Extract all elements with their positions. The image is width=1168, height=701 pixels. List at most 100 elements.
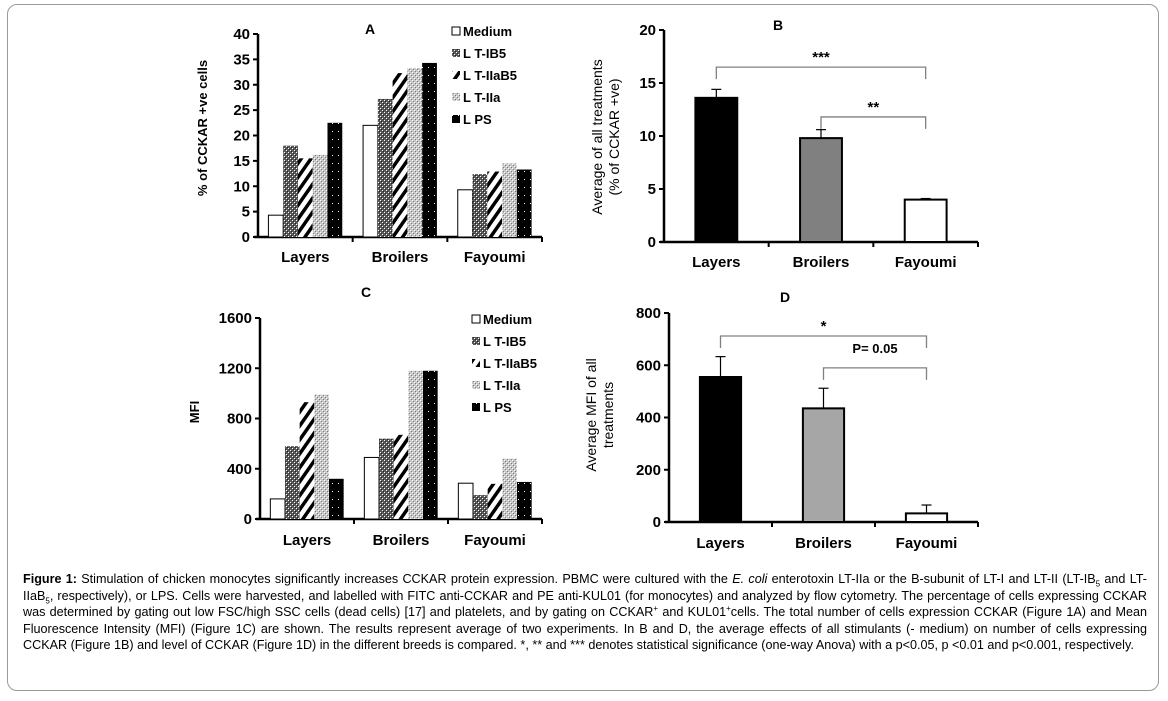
- legend-swatch: [472, 337, 480, 345]
- significance-label: ***: [812, 49, 830, 66]
- bar-medium: [457, 482, 474, 520]
- chart-a-ylabel: % of CCKAR +ve cells: [195, 60, 210, 196]
- caption-sub: 5: [45, 596, 50, 606]
- x-category-label: Broilers: [793, 254, 850, 271]
- bar-broilers: [801, 407, 846, 524]
- legend-swatch: [472, 403, 480, 411]
- legend-swatch: [452, 93, 460, 101]
- bar-fayoumi: [904, 512, 949, 523]
- significance-label: P= 0.05: [852, 341, 897, 356]
- figure-charts: A % of CCKAR +ve cells 0 5 10 15 20 25 30 35 40 L…: [187, 17, 979, 552]
- x-category-label: Layers: [696, 535, 744, 552]
- bar-lt-ib5: [285, 446, 300, 519]
- chart-a: A % of CCKAR +ve cells 0 5 10 15 20 25 30 35 40 L…: [195, 21, 543, 266]
- bar-lt-ib5: [377, 98, 393, 238]
- legend-swatch: [452, 71, 460, 79]
- y-tick-label: 5: [648, 181, 656, 198]
- caption-label: Figure 1:: [23, 572, 77, 586]
- chart-b: B Average of all treatments (% of CCKAR …: [589, 17, 979, 271]
- bar-lt-iia: [312, 154, 328, 237]
- legend-label: L T-IIaB5: [483, 356, 537, 371]
- chart-b-ylabel-line1: Average of all treatments: [589, 59, 605, 214]
- caption-text: cells. The total number of cells express…: [23, 605, 1147, 653]
- bar-lt-ib5: [379, 438, 394, 519]
- y-tick-label: 40: [233, 26, 250, 43]
- bar-medium: [362, 124, 379, 238]
- y-tick-label: 400: [227, 461, 252, 478]
- x-category-label: Broilers: [373, 532, 430, 549]
- y-tick-label: 30: [233, 77, 250, 94]
- significance-bracket: [715, 66, 927, 80]
- significance-label: **: [867, 99, 879, 116]
- caption-sup: +: [726, 604, 731, 613]
- bar-lps: [328, 478, 344, 519]
- bar-lt-ib5: [472, 174, 488, 237]
- bar-lt-iiab5: [392, 73, 408, 237]
- bar-lt-ib5: [473, 495, 488, 519]
- bar-medium: [457, 189, 474, 238]
- legend-label: L T-IIaB5: [463, 68, 517, 83]
- x-category-label: Fayoumi: [464, 532, 526, 549]
- legend-swatch: [472, 359, 480, 367]
- y-tick-label: 20: [639, 22, 656, 39]
- significance-label: *: [821, 318, 827, 335]
- chart-c-title: C: [361, 284, 371, 300]
- x-category-label: Fayoumi: [895, 254, 957, 271]
- y-tick-label: 600: [636, 357, 661, 374]
- caption-text: and LT-IIaB: [23, 572, 1147, 603]
- bar-lt-ib5: [283, 145, 298, 237]
- y-tick-label: 1200: [219, 360, 252, 377]
- bar-layers: [698, 376, 743, 523]
- y-tick-label: 400: [636, 410, 661, 427]
- bar-lt-iia: [314, 394, 329, 519]
- bar-layers: [694, 96, 739, 243]
- caption-sup: +: [653, 604, 659, 613]
- legend-label: L PS: [483, 400, 512, 415]
- x-category-label: Layers: [281, 249, 329, 266]
- legend-swatch: [471, 314, 481, 324]
- y-tick-label: 0: [242, 229, 250, 246]
- bar-lps: [516, 169, 532, 237]
- chart-d-ylabel-line2: treatments: [600, 382, 616, 448]
- bar-lt-iiab5: [487, 483, 503, 519]
- legend-label: Medium: [463, 24, 512, 39]
- x-category-label: Layers: [283, 532, 331, 549]
- x-category-label: Fayoumi: [464, 249, 526, 266]
- chart-b-title: B: [773, 17, 783, 33]
- legend-swatch: [472, 381, 480, 389]
- bar-lps: [422, 370, 438, 519]
- y-tick-label: 15: [639, 75, 656, 92]
- bar-lt-iia: [408, 370, 423, 519]
- y-tick-label: 800: [636, 305, 661, 322]
- caption-sub: 5: [1095, 579, 1101, 589]
- legend-label: L T-IIa: [463, 90, 501, 105]
- legend-label: L T-IB5: [483, 334, 526, 349]
- bar-lt-iiab5: [299, 402, 315, 519]
- bar-broilers: [799, 137, 843, 243]
- chart-b-ylabel-line2: (% of CCKAR +ve): [606, 78, 622, 195]
- bar-lt-iiab5: [487, 171, 503, 237]
- bar-lps: [516, 481, 532, 519]
- bar-lps: [327, 122, 343, 237]
- figure-frame: [7, 4, 1159, 691]
- chart-d-ylabel-line1: Average MFI of all: [583, 358, 599, 471]
- caption-text: enterotoxin LT-IIa or the B-subunit of L…: [767, 572, 1096, 586]
- chart-c: C MFI 0 400 800 1200 1600 Layers Broilers Fayou…: [187, 284, 543, 549]
- bar-lt-iia: [407, 68, 423, 237]
- significance-bracket: [719, 335, 928, 348]
- y-tick-label: 0: [648, 234, 656, 251]
- y-tick-label: 10: [233, 178, 250, 195]
- significance-bracket: [820, 116, 927, 129]
- y-tick-label: 1600: [219, 310, 252, 327]
- caption-italic: E. coli: [732, 572, 768, 586]
- y-tick-label: 35: [233, 51, 250, 68]
- legend-label: L PS: [463, 112, 492, 127]
- chart-c-ylabel: MFI: [187, 401, 202, 423]
- legend-swatch: [452, 115, 460, 123]
- y-tick-label: 0: [244, 511, 252, 528]
- bar-fayoumi: [903, 198, 948, 244]
- legend-swatch: [452, 49, 460, 57]
- x-category-label: Fayoumi: [896, 535, 958, 552]
- bar-lt-iia: [502, 163, 517, 237]
- y-tick-label: 200: [636, 462, 661, 479]
